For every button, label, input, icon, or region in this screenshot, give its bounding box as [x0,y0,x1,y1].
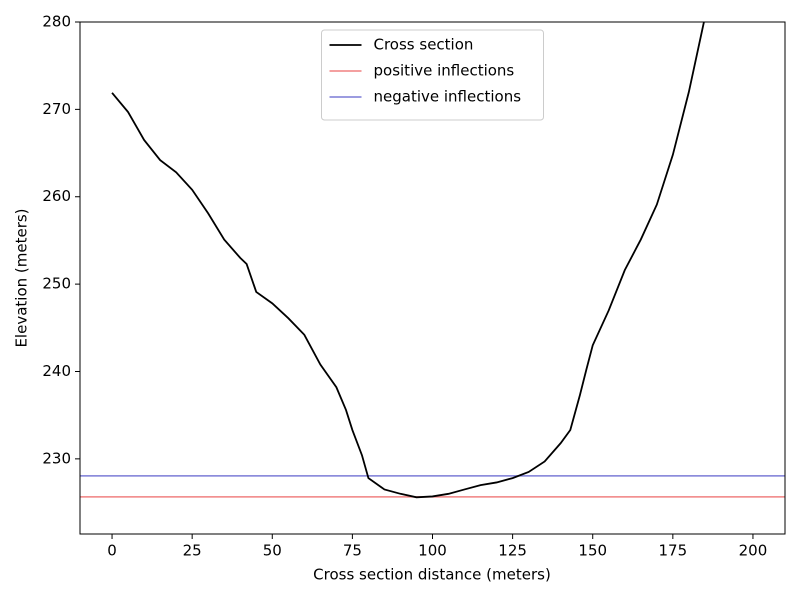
x-tick-label: 0 [107,542,117,560]
x-tick-label: 200 [739,542,768,560]
y-tick-label: 260 [42,187,71,205]
legend-label: negative inflections [374,88,522,106]
series-line [111,22,705,499]
legend-label: positive inflections [374,62,515,80]
x-tick-label: 175 [659,542,688,560]
x-axis-label: Cross section distance (meters) [313,566,551,584]
legend-box [321,29,544,121]
x-tick-label: 25 [183,542,202,560]
x-tick-label: 125 [498,542,527,560]
y-tick-label: 270 [42,100,71,118]
y-tick-label: 240 [42,362,71,380]
x-tick-label: 150 [578,542,607,560]
legend-label: Cross section [374,36,474,54]
y-tick-label: 230 [42,449,71,467]
x-tick-label: 75 [343,542,362,560]
y-axis-label: Elevation (meters) [13,208,31,347]
x-tick-label: 50 [263,542,282,560]
y-tick-label: 250 [42,275,71,293]
y-tick-label: 280 [42,13,71,31]
plot-frame [79,21,786,535]
x-tick-label: 100 [418,542,447,560]
